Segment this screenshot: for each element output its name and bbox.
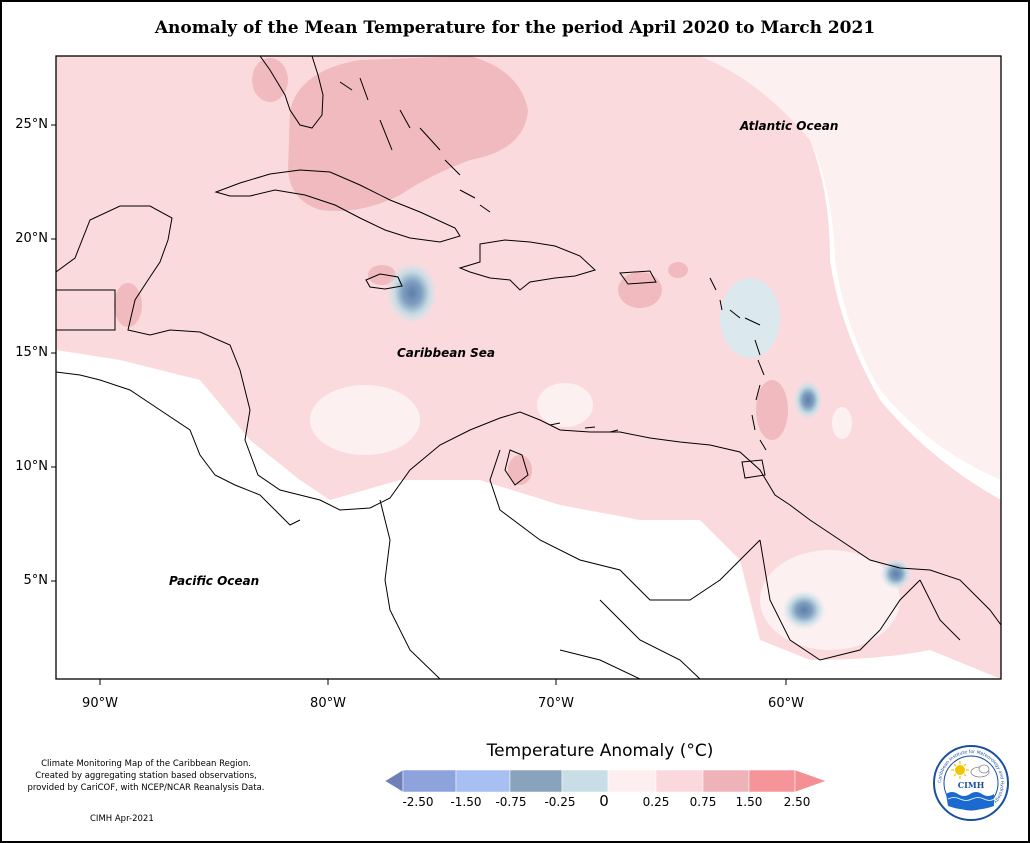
legend-swatch [655,769,704,793]
notes-line: Created by aggregating station based obs… [35,771,257,781]
legend-title: Temperature Anomaly (°C) [486,741,714,761]
anomaly-cold-spot [782,590,826,630]
y-axis-label: 5°N [23,573,49,588]
bahamas-islands [339,77,491,213]
coastlines [56,56,1001,679]
legend-tick-label: -0.25 [544,795,576,809]
mainland-coastline [56,205,1001,626]
anomaly-cold-spot [720,278,780,358]
legend-tick-label: -1.50 [450,795,482,809]
colombia-border [379,499,441,679]
legend-swatch [748,769,796,793]
sun-icon [951,761,969,779]
pacific-coastline [56,371,301,526]
legend-tick-label: 0 [599,792,609,810]
map-title: Anomaly of the Mean Temperature for the … [154,18,876,38]
anomaly-dark-pink-region [668,262,688,278]
y-axis-label: 25°N [15,117,48,132]
anomaly-dark-pink-region [114,283,142,327]
legend-tick-label: 0.75 [689,795,717,809]
legend-swatch [384,769,404,793]
florida-outline [259,56,324,129]
anomaly-dark-pink-region [252,58,288,102]
anomaly-pale-region [310,385,420,455]
axis-ticks [51,124,787,685]
venezuela-border [489,449,761,601]
y-axis-label: 15°N [15,345,48,360]
x-axis-label: 70°W [538,696,574,711]
puerto-rico-outline [619,270,657,285]
legend-swatch [561,769,609,793]
pacific-ocean-label: Pacific Ocean [169,574,260,588]
anomaly-cold-spot [386,261,438,325]
legend-colorbar [384,769,827,793]
y-axis-label: 10°N [15,459,48,474]
legend-tick-label: 2.50 [783,795,811,809]
map-notes: Climate Monitoring Map of the Caribbean … [20,758,272,794]
anomaly-pale-region [700,56,1001,480]
legend-tick-label: 1.50 [735,795,763,809]
mexico-border [56,289,116,331]
anomaly-dark-pink-region [756,380,788,440]
x-axis-label: 60°W [768,696,804,711]
x-axis-label: 90°W [82,696,118,711]
brazil-border [559,599,701,679]
guyana-border [759,539,881,661]
anomaly-cold-spot [793,380,823,420]
anomaly-field [56,56,1001,679]
cloud-icon [970,764,990,778]
anomaly-dark-pink-region [508,455,532,485]
atlantic-ocean-label: Atlantic Ocean [740,119,839,133]
anomaly-pale-region [537,383,593,427]
suriname-border [879,579,961,641]
anomaly-dark-pink-region [288,56,528,211]
credit-text: CIMH Apr-2021 [90,814,154,824]
cimh-logo: CIMH Caribbean Institute for Meteorology… [933,745,1009,821]
wave-icon [946,792,995,810]
y-axis-label: 20°N [15,231,48,246]
abc-islands [549,422,619,433]
lesser-antilles [709,277,767,451]
lake-maracaibo [504,449,529,486]
legend-tick-label: -0.75 [495,795,527,809]
legend-tick-label: -2.50 [402,795,434,809]
map-border [55,55,1002,680]
anomaly-cold-spot [880,558,912,590]
notes-line: provided by CariCOF, with NCEP/NCAR Rean… [27,783,265,793]
legend-tick-label: 0.25 [642,795,670,809]
anomaly-pale-region [832,407,852,439]
logo-text: CIMH [958,780,985,790]
cuba-outline [214,169,461,243]
anomaly-dark-pink-region [618,272,662,308]
notes-line: Climate Monitoring Map of the Caribbean … [41,759,251,769]
jamaica-outline [365,273,403,290]
legend-swatch [509,769,563,793]
legend-swatch [702,769,750,793]
legend-swatch [607,769,657,793]
caribbean-sea-label: Caribbean Sea [397,346,495,360]
legend-swatch [402,769,457,793]
trinidad-outline [741,459,766,479]
hispaniola-outline [458,239,596,291]
legend-swatch [455,769,511,793]
anomaly-pink-region [56,56,1001,679]
legend-swatch [794,769,827,793]
x-axis-label: 80°W [310,696,346,711]
